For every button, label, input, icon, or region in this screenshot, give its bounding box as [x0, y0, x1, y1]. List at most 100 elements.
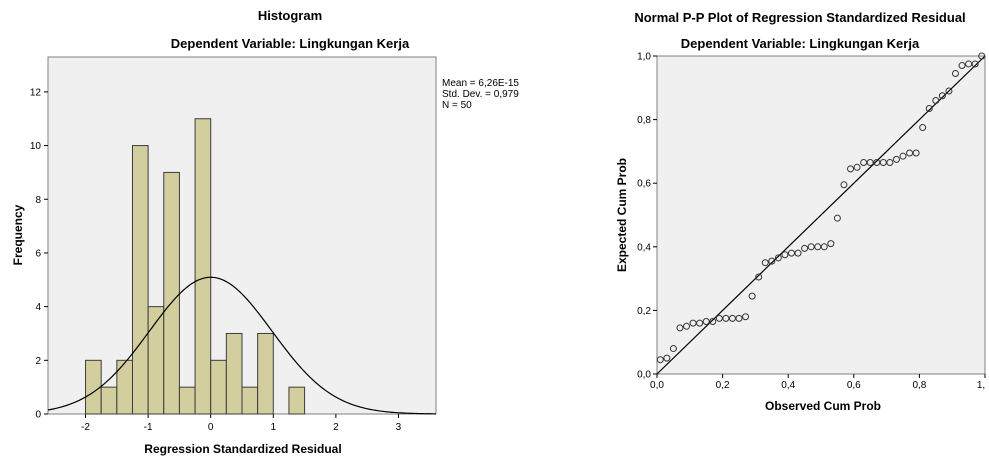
pp-y-ticks: 0,0 0,2 0,4 0,6 0,8 1,0	[637, 52, 657, 381]
histogram-bar	[210, 359, 227, 415]
pp-point	[971, 60, 979, 68]
pp-point	[761, 259, 769, 267]
x-tick-label: -2	[81, 422, 90, 433]
histogram-bar	[131, 145, 149, 415]
pp-point	[906, 149, 914, 157]
y-tick-label: 2	[35, 356, 41, 367]
histogram-bar	[225, 332, 243, 415]
x-tick-label: 0,2	[716, 380, 730, 391]
histogram-stats: Mean = 6,26E-15 Std. Dev. = 0,979 N = 50	[442, 78, 519, 111]
pp-point	[689, 319, 697, 327]
pp-point	[735, 314, 743, 322]
pp-point	[715, 314, 723, 322]
histogram-bar	[194, 118, 212, 415]
pp-plot-chart: Normal P-P Plot of Regression Standardiz…	[615, 10, 986, 413]
pp-point	[932, 97, 940, 105]
pp-x-ticks: 0,0 0,2 0,4 0,6 0,8 1,	[650, 374, 986, 391]
pp-point	[847, 165, 855, 173]
pp-point	[860, 159, 868, 167]
y-tick-label: 12	[30, 87, 42, 98]
histogram-bar	[288, 386, 306, 415]
pp-point	[958, 62, 966, 70]
pp-point	[742, 313, 750, 321]
x-tick-label: 0,8	[912, 380, 926, 391]
pp-point	[945, 87, 953, 95]
histogram-bars	[85, 118, 306, 415]
y-tick-label: 0,2	[637, 306, 651, 317]
x-tick-label: 0,4	[781, 380, 795, 391]
histogram-title: Histogram	[258, 8, 322, 23]
pp-point	[938, 92, 946, 100]
pp-reference-line	[656, 55, 986, 375]
x-tick-label: 2	[333, 422, 339, 433]
histogram-bar	[178, 386, 196, 415]
pp-point	[886, 159, 894, 167]
pp-point	[722, 314, 730, 322]
x-tick-label: 3	[396, 422, 402, 433]
pp-point	[748, 292, 756, 300]
pp-point	[951, 69, 959, 77]
pp-point	[899, 152, 907, 160]
pp-x-axis-label: Observed Cum Prob	[765, 399, 881, 413]
x-tick-label: 0,6	[847, 380, 861, 391]
pp-point	[696, 319, 704, 327]
stat-mean: Mean = 6,26E-15	[442, 78, 519, 89]
histogram-bar	[100, 386, 118, 415]
pp-point	[656, 356, 664, 364]
pp-point	[866, 159, 874, 167]
pp-point	[820, 243, 828, 251]
histogram-x-axis-label: Regression Standardized Residual	[144, 442, 341, 456]
pp-point	[801, 244, 809, 252]
x-tick-label: -1	[144, 422, 153, 433]
histogram-bar	[163, 171, 180, 415]
histogram-x-ticks: -2 -1 0 1 2 3	[81, 414, 402, 433]
pp-points	[656, 52, 986, 364]
pp-point	[807, 243, 815, 251]
histogram-panel: Histogram Dependent Variable: Lingkungan…	[11, 8, 519, 456]
y-tick-label: 0,6	[637, 179, 651, 190]
pp-point	[912, 149, 920, 157]
x-tick-label: 0,0	[650, 380, 664, 391]
pp-point	[965, 60, 973, 68]
pp-point	[768, 257, 776, 265]
y-tick-label: 0	[35, 410, 41, 421]
x-tick-label: 1	[271, 422, 277, 433]
pp-point	[814, 243, 822, 251]
histogram-y-axis-label: Frequency	[11, 204, 25, 265]
pp-point	[919, 124, 927, 132]
x-tick-label: 1,	[977, 380, 985, 391]
y-tick-label: 0,4	[637, 242, 651, 253]
normal-curve	[47, 276, 437, 415]
pp-plot-panel: Normal P-P Plot of Regression Standardiz…	[590, 0, 989, 459]
pp-point	[787, 249, 795, 257]
pp-point	[683, 322, 691, 330]
pp-point	[676, 324, 684, 332]
pp-point	[879, 159, 887, 167]
pp-point	[663, 354, 671, 362]
pp-point	[774, 254, 782, 262]
histogram-bar	[85, 359, 102, 415]
pp-point	[702, 318, 710, 326]
y-tick-label: 10	[30, 141, 42, 152]
histogram-bar	[257, 332, 274, 415]
y-tick-label: 1,0	[637, 52, 651, 63]
pp-plot-title: Normal P-P Plot of Regression Standardiz…	[634, 10, 965, 25]
stat-n: N = 50	[442, 100, 472, 111]
pp-point	[781, 251, 789, 259]
pp-y-axis-label: Expected Cum Prob	[615, 158, 629, 272]
pp-point	[669, 345, 677, 353]
y-tick-label: 0,0	[637, 370, 651, 381]
x-tick-label: 0	[208, 422, 214, 433]
pp-point	[853, 163, 861, 171]
y-tick-label: 8	[35, 195, 41, 206]
pp-point	[755, 273, 763, 281]
pp-point	[978, 52, 986, 60]
pp-point	[925, 104, 933, 112]
pp-point	[840, 181, 848, 189]
y-tick-label: 6	[35, 248, 41, 259]
y-tick-label: 0,8	[637, 115, 651, 126]
histogram-bar	[241, 386, 259, 415]
pp-point	[873, 159, 881, 167]
pp-plot-subtitle: Dependent Variable: Lingkungan Kerja	[681, 36, 920, 51]
pp-point	[709, 318, 717, 326]
